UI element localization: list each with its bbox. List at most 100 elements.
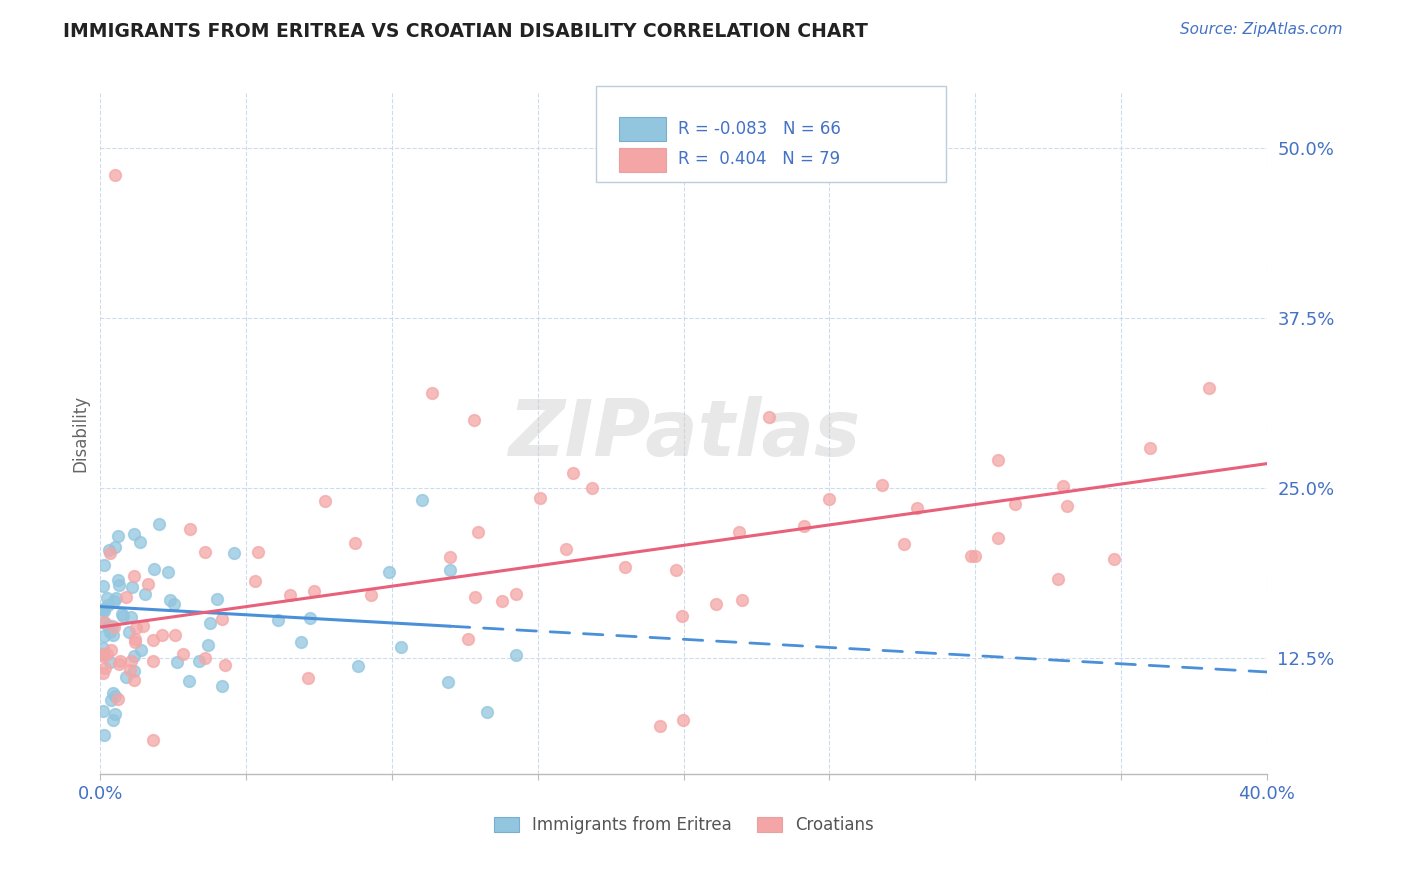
Point	[107, 529, 129, 543]
Point	[124, 632, 146, 646]
Point	[581, 481, 603, 495]
Point	[98, 546, 121, 560]
Point	[107, 691, 129, 706]
Point	[120, 609, 142, 624]
Point	[117, 624, 139, 639]
Point	[104, 689, 127, 703]
Text: ZIPatlas: ZIPatlas	[508, 396, 860, 472]
Point	[96, 591, 118, 605]
Point	[91, 666, 114, 681]
Point	[463, 413, 485, 427]
Point	[97, 619, 120, 633]
Point	[214, 657, 236, 672]
Point	[491, 594, 513, 608]
Point	[132, 619, 155, 633]
Point	[91, 704, 114, 718]
Point	[150, 628, 173, 642]
Point	[200, 615, 222, 630]
Point	[959, 549, 981, 563]
Point	[172, 647, 194, 661]
Point	[115, 590, 138, 604]
Point	[143, 562, 166, 576]
Point	[1198, 381, 1220, 395]
Point	[166, 656, 188, 670]
Point	[987, 452, 1010, 467]
Point	[758, 410, 780, 425]
Point	[104, 591, 127, 606]
Point	[124, 526, 146, 541]
Point	[893, 536, 915, 550]
Point	[179, 673, 201, 688]
Point	[98, 655, 121, 669]
Text: IMMIGRANTS FROM ERITREA VS CROATIAN DISABILITY CORRELATION CHART: IMMIGRANTS FROM ERITREA VS CROATIAN DISA…	[63, 22, 868, 41]
Point	[1004, 497, 1026, 511]
Point	[457, 632, 479, 647]
Point	[870, 478, 893, 492]
Point	[378, 566, 401, 580]
Point	[163, 597, 186, 611]
Point	[103, 594, 125, 608]
Point	[211, 612, 233, 626]
Point	[278, 588, 301, 602]
Text: Source: ZipAtlas.com: Source: ZipAtlas.com	[1180, 22, 1343, 37]
Point	[141, 733, 163, 747]
Point	[122, 649, 145, 664]
Point	[91, 579, 114, 593]
Point	[96, 647, 118, 661]
Point	[1047, 572, 1070, 586]
Point	[111, 607, 134, 621]
Point	[93, 604, 115, 618]
Point	[125, 621, 148, 635]
Legend: Immigrants from Eritrea, Croatians: Immigrants from Eritrea, Croatians	[486, 809, 880, 840]
FancyBboxPatch shape	[620, 148, 666, 171]
Point	[436, 674, 458, 689]
Point	[818, 491, 841, 506]
Point	[142, 632, 165, 647]
Point	[194, 651, 217, 665]
Point	[905, 501, 928, 516]
Point	[128, 535, 150, 549]
Point	[93, 647, 115, 661]
Point	[314, 494, 336, 508]
Point	[93, 558, 115, 572]
Point	[671, 608, 693, 623]
Point	[987, 531, 1010, 545]
Point	[108, 654, 131, 668]
Point	[101, 628, 124, 642]
Point	[188, 654, 211, 668]
Point	[1139, 441, 1161, 455]
Point	[731, 593, 754, 607]
Point	[121, 580, 143, 594]
Point	[347, 659, 370, 673]
Point	[93, 661, 115, 675]
Point	[108, 657, 131, 672]
Point	[91, 603, 114, 617]
Text: R =  0.404   N = 79: R = 0.404 N = 79	[678, 150, 839, 169]
Point	[98, 542, 121, 557]
Point	[411, 493, 433, 508]
Point	[463, 590, 485, 604]
Point	[614, 559, 637, 574]
Point	[103, 714, 125, 728]
Point	[343, 536, 366, 550]
Point	[100, 693, 122, 707]
Point	[97, 598, 120, 612]
Point	[112, 609, 135, 624]
Point	[179, 522, 201, 536]
Point	[142, 654, 165, 668]
Point	[561, 466, 583, 480]
Point	[108, 578, 131, 592]
Point	[290, 635, 312, 649]
Point	[728, 524, 751, 539]
Text: R = -0.083   N = 66: R = -0.083 N = 66	[678, 120, 841, 137]
Point	[439, 563, 461, 577]
Point	[122, 673, 145, 688]
Point	[1056, 500, 1078, 514]
Point	[1052, 479, 1074, 493]
Point	[1102, 552, 1125, 566]
Point	[224, 545, 246, 559]
Point	[156, 565, 179, 579]
Point	[91, 640, 114, 655]
Point	[94, 616, 117, 631]
FancyBboxPatch shape	[620, 117, 666, 141]
